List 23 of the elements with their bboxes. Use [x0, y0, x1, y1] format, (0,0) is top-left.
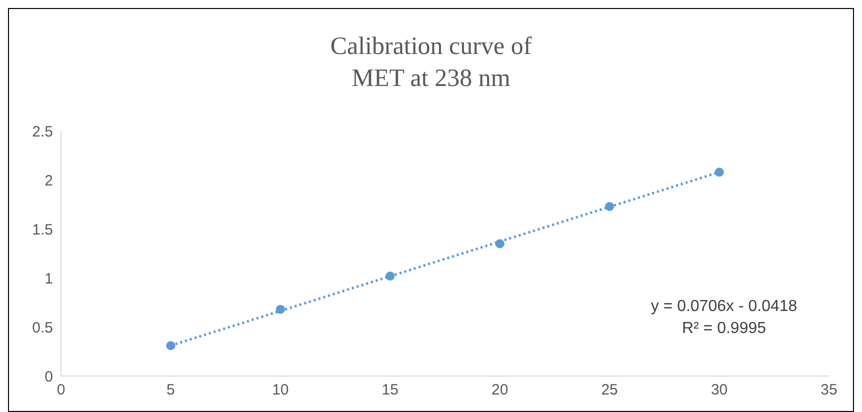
x-tick-label: 0 [56, 382, 66, 399]
x-tick-label: 25 [601, 382, 618, 399]
y-tick-label: 0 [44, 368, 53, 386]
x-tick-label: 35 [820, 382, 838, 399]
x-tick-label: 5 [166, 382, 175, 399]
annotation: R² = 0.9995 [680, 319, 768, 339]
point [714, 168, 724, 177]
x-tick-label: 10 [272, 382, 289, 399]
x-tick-label: 30 [710, 382, 728, 399]
point [166, 341, 176, 350]
y-tick-label: 2 [44, 172, 53, 190]
y-tick-label: 1.5 [32, 221, 53, 238]
point [386, 272, 395, 281]
y-tick-label: 0.5 [32, 319, 53, 336]
y-tick-label: 1 [44, 270, 53, 288]
x-tick-label: 20 [492, 382, 508, 399]
point [495, 239, 504, 248]
point [276, 304, 285, 314]
point [605, 202, 614, 211]
x-tick-label: 15 [382, 382, 398, 399]
chart-title: Calibration curve of MET at 238 nm [329, 32, 533, 94]
annotation: y = 0.0706x - 0.0418 [650, 297, 798, 317]
y-tick-label: 2.5 [32, 123, 53, 140]
